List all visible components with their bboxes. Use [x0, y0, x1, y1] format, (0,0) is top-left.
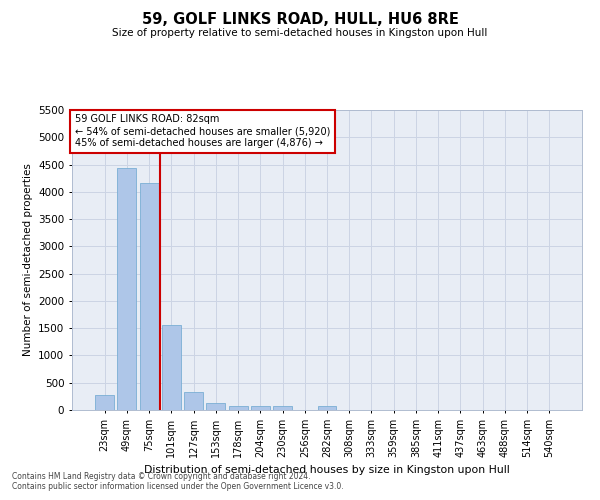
Bar: [140, 183, 158, 410]
Text: 59, GOLF LINKS ROAD, HULL, HU6 8RE: 59, GOLF LINKS ROAD, HULL, HU6 8RE: [142, 12, 458, 28]
Bar: [162, 325, 181, 410]
Bar: [184, 392, 203, 410]
Text: 59 GOLF LINKS ROAD: 82sqm
← 54% of semi-detached houses are smaller (5,920)
45% : 59 GOLF LINKS ROAD: 82sqm ← 54% of semi-…: [74, 114, 330, 148]
Bar: [251, 406, 270, 410]
Bar: [317, 406, 337, 410]
Bar: [118, 168, 136, 410]
Bar: [273, 406, 292, 410]
Bar: [229, 406, 248, 410]
Text: Contains HM Land Registry data © Crown copyright and database right 2024.: Contains HM Land Registry data © Crown c…: [12, 472, 311, 481]
Text: Contains public sector information licensed under the Open Government Licence v3: Contains public sector information licen…: [12, 482, 344, 491]
Bar: [95, 394, 114, 410]
Bar: [206, 404, 225, 410]
Y-axis label: Number of semi-detached properties: Number of semi-detached properties: [23, 164, 32, 356]
Text: Size of property relative to semi-detached houses in Kingston upon Hull: Size of property relative to semi-detach…: [112, 28, 488, 38]
X-axis label: Distribution of semi-detached houses by size in Kingston upon Hull: Distribution of semi-detached houses by …: [144, 466, 510, 475]
